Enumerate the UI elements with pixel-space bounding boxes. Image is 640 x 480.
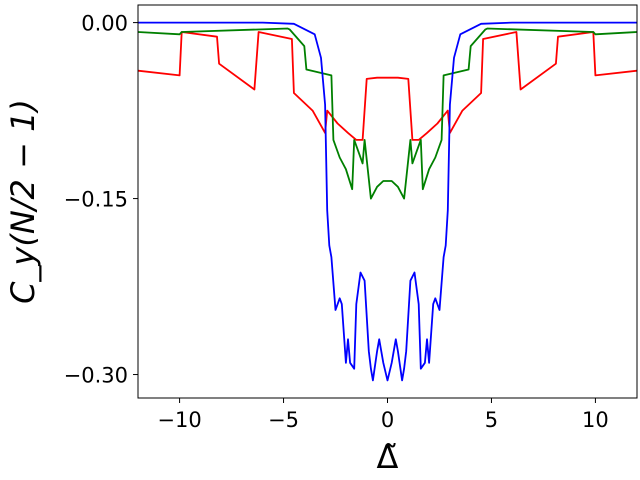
series-line-3 [138, 21, 637, 382]
x-axis-label: Δ̃ [377, 438, 399, 476]
x-tick-label: 10 [582, 408, 609, 432]
series-layer [138, 21, 637, 382]
y-tick-label: −0.15 [64, 188, 128, 212]
x-tick-label: 0 [381, 408, 394, 432]
plot-frame [137, 4, 638, 399]
y-tick-label: 0.00 [81, 12, 128, 36]
y-axis-ticks: 0.00 −0.15 −0.30 [64, 12, 138, 388]
x-tick-label: −10 [157, 408, 201, 432]
y-tick-label: −0.30 [64, 364, 128, 388]
x-axis-ticks: −10 −5 0 5 10 [157, 398, 609, 432]
series-line-2 [138, 27, 637, 200]
x-tick-label: −5 [268, 408, 299, 432]
x-tick-label: 5 [485, 408, 498, 432]
series-line-1 [138, 31, 637, 141]
y-axis-label: C_y(N/2 − 1) [4, 99, 42, 304]
